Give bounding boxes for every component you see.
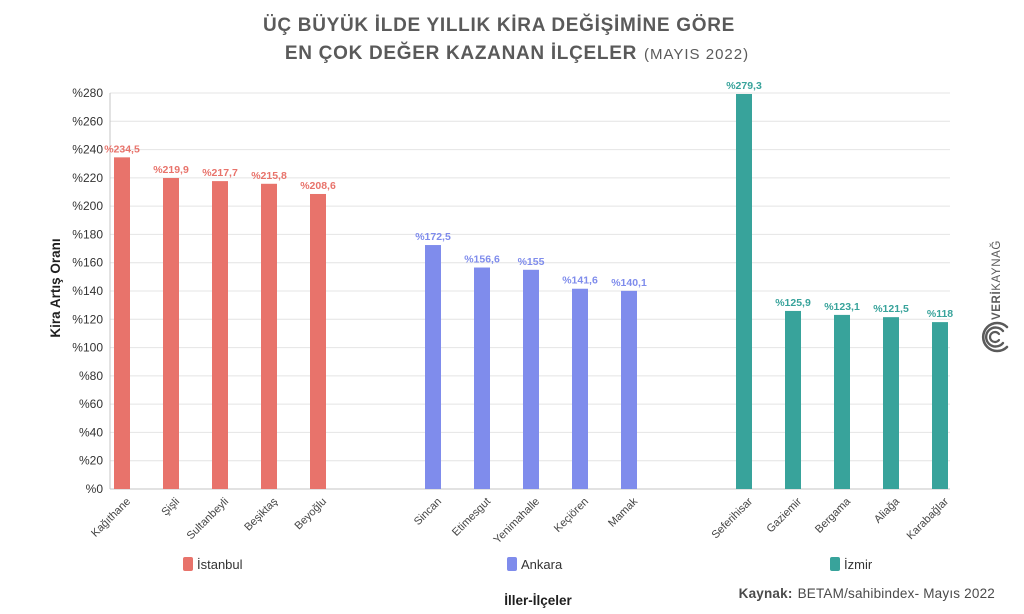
value-label-etimesgut: %156,6	[464, 254, 500, 266]
y-tick-label: %240	[72, 143, 103, 157]
legend-label: Ankara	[521, 557, 563, 572]
y-tick-label: %60	[79, 397, 103, 411]
x-tick-label-aliaga: Aliağa	[872, 495, 903, 526]
y-tick-label: %180	[72, 227, 103, 241]
x-tick-label-mamak: Mamak	[606, 495, 640, 529]
bar-etimesgut	[474, 267, 490, 489]
y-tick-label: %20	[79, 454, 103, 468]
value-label-sisli: %219,9	[153, 164, 189, 176]
source-text: BETAM/sahibindex- Mayıs 2022	[798, 586, 995, 601]
x-tick-label-sisli: Şişli	[159, 496, 182, 519]
value-label-sincan: %172,5	[415, 231, 451, 243]
bar-sultanbeyli	[212, 181, 228, 490]
legend-label: İstanbul	[197, 557, 243, 572]
x-axis-title: İller-İlçeler	[504, 593, 572, 608]
bar-seferihisar	[736, 93, 752, 490]
y-tick-label: %40	[79, 425, 103, 439]
y-tick-label: %200	[72, 199, 103, 213]
bar-sincan	[425, 245, 441, 489]
bar-kagithane	[114, 157, 130, 489]
logo-text-bold: VERİ	[990, 291, 1003, 320]
value-label-sultanbeyli: %217,7	[202, 167, 238, 179]
bar-yenimahalle	[523, 269, 539, 489]
x-tick-label-sincan: Sincan	[412, 496, 444, 528]
x-tick-label-gaziemir: Gaziemir	[765, 495, 805, 535]
bar-bergama	[834, 314, 850, 489]
logo-rings-icon	[981, 321, 1009, 353]
bar-mamak	[621, 290, 637, 489]
bar-karabaglar	[932, 322, 948, 489]
x-tick-label-beyoglu: Beyoğlu	[293, 496, 330, 533]
chart-title-date: (MAYIS 2022)	[644, 46, 749, 63]
bar-beyoglu	[310, 193, 326, 490]
x-tick-label-karabaglar: Karabağlar	[905, 495, 952, 542]
y-tick-label: %220	[72, 171, 103, 185]
source-label: Kaynak:	[739, 586, 793, 601]
logo-text: VERİKAYNAĞ	[990, 240, 1003, 320]
legend: İstanbul Ankara İzmir	[183, 557, 873, 572]
bar-kecioren	[572, 288, 588, 489]
value-label-gaziemir: %125,9	[775, 297, 811, 309]
y-tick-label: %120	[72, 312, 103, 326]
bars	[114, 93, 948, 490]
y-tick-label: %80	[79, 369, 103, 383]
bar-sisli	[163, 177, 179, 489]
value-label-aliaga: %121,5	[873, 303, 909, 315]
legend-item-ankara: Ankara	[507, 557, 563, 572]
legend-item-izmir: İzmir	[830, 557, 873, 572]
legend-swatch	[183, 557, 193, 571]
y-tick-label: %0	[86, 482, 104, 496]
value-label-mamak: %140,1	[611, 277, 647, 289]
legend-item-istanbul: İstanbul	[183, 557, 243, 572]
chart-title-line2-text: EN ÇOK DEĞER KAZANAN İLÇELER	[285, 42, 637, 64]
veri-kaynagi-logo: VERİKAYNAĞ	[981, 240, 1009, 353]
bar-aliaga	[883, 317, 899, 489]
x-tick-label-etimesgut: Etimesgut	[450, 496, 493, 539]
value-label-kagithane: %234,5	[104, 143, 140, 155]
value-label-beyoglu: %208,6	[300, 180, 336, 192]
x-tick-label-kagithane: Kağıthane	[89, 496, 133, 540]
y-axis-ticks: %0 %20 %40 %60 %80 %100 %120 %140 %160 %180 %200 %2…	[72, 86, 103, 496]
value-labels: %234,5 %219,9 %217,7 %215,8 %208,6 %172,5 %156…	[104, 80, 953, 320]
x-tick-label-sultanbeyli: Sultanbeyli	[185, 496, 232, 543]
value-label-yenimahalle: %155	[518, 256, 545, 268]
source-note: Kaynak: BETAM/sahibindex- Mayıs 2022	[739, 586, 995, 601]
bar-gaziemir	[785, 310, 801, 489]
chart-title-line1: ÜÇ BÜYÜK İLDE YILLIK KİRA DEĞİŞİMİNE GÖR…	[263, 14, 735, 36]
logo-text-regular: KAYNAĞ	[990, 240, 1003, 291]
y-axis-title: Kira Artış Oranı	[48, 238, 63, 337]
value-label-bergama: %123,1	[824, 301, 860, 313]
x-axis-labels: Kağıthane Şişli Sultanbeyli Beşiktaş Beyoğlu…	[89, 495, 951, 546]
value-label-besiktas: %215,8	[251, 170, 287, 182]
value-label-seferihisar: %279,3	[726, 80, 762, 92]
bar-besiktas	[261, 183, 277, 489]
y-tick-label: %160	[72, 256, 103, 270]
x-tick-label-bergama: Bergama	[813, 495, 854, 536]
legend-swatch	[830, 557, 840, 571]
value-label-karabaglar: %118	[927, 308, 953, 320]
y-tick-label: %260	[72, 114, 103, 128]
x-tick-label-seferihisar: Seferihisar	[709, 495, 755, 541]
x-tick-label-kecioren: Keçiören	[552, 496, 591, 535]
legend-label: İzmir	[844, 557, 873, 572]
legend-swatch	[507, 557, 517, 571]
x-tick-label-besiktas: Beşiktaş	[242, 495, 280, 533]
value-label-kecioren: %141,6	[562, 275, 598, 287]
x-tick-label-yenimahalle: Yenimahalle	[492, 496, 543, 547]
chart-title-line2: EN ÇOK DEĞER KAZANAN İLÇELER (MAYIS 2022)	[285, 42, 749, 64]
y-tick-label: %280	[72, 86, 103, 100]
y-tick-label: %140	[72, 284, 103, 298]
y-tick-label: %100	[72, 341, 103, 355]
